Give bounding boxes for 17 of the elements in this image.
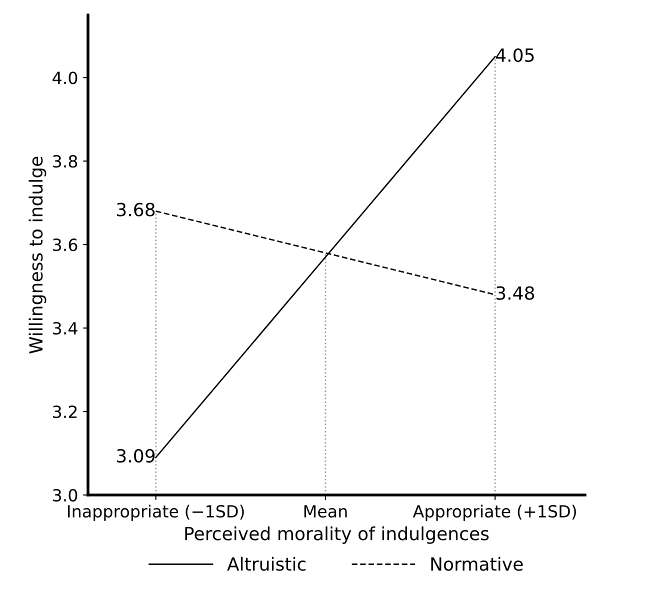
x-tick-label: Appropriate (+1SD)	[412, 504, 576, 521]
x-tick-label: Inappropriate (−1SD)	[68, 504, 244, 521]
legend-label: Normative	[431, 556, 523, 571]
x-tick-label: Mean	[304, 505, 347, 518]
y-axis-title: Willingness to indulge	[28, 156, 46, 354]
data-label: 3.48	[496, 286, 534, 300]
data-label: 3.68	[117, 202, 155, 216]
x-axis-title: Perceived morality of indulgences	[185, 526, 489, 544]
y-tick-label: 3.2	[53, 405, 77, 418]
y-tick-label: 4.0	[52, 72, 78, 84]
y-tick-label: 3.6	[53, 238, 78, 252]
y-tick-label: 3.0	[53, 488, 78, 502]
y-tick-label: 3.8	[53, 155, 78, 168]
legend-label: Altruistic	[227, 556, 306, 571]
y-tick-label: 3.4	[53, 322, 78, 335]
data-label: 4.05	[496, 48, 534, 62]
data-label: 3.09	[117, 449, 155, 463]
